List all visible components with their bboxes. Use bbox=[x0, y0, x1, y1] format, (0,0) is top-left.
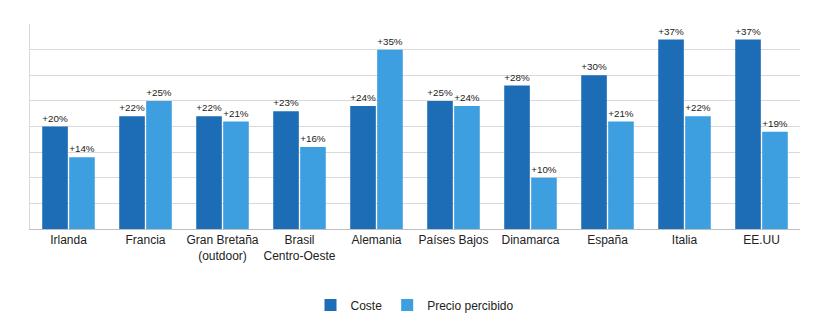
svg-text:+30%: +30% bbox=[581, 61, 607, 72]
svg-text:+22%: +22% bbox=[119, 102, 145, 113]
svg-text:+16%: +16% bbox=[300, 133, 326, 144]
svg-text:Italia: Italia bbox=[672, 233, 698, 247]
svg-text:BrasilCentro-Oeste: BrasilCentro-Oeste bbox=[263, 233, 335, 263]
svg-text:Alemania: Alemania bbox=[351, 233, 401, 247]
svg-text:Gran Bretaña(outdoor): Gran Bretaña(outdoor) bbox=[186, 233, 258, 263]
svg-text:Coste: Coste bbox=[351, 299, 383, 313]
svg-text:+24%: +24% bbox=[454, 92, 480, 103]
svg-text:+19%: +19% bbox=[762, 118, 788, 129]
svg-text:+28%: +28% bbox=[504, 72, 530, 83]
svg-text:+25%: +25% bbox=[146, 87, 172, 98]
svg-text:EE.UU: EE.UU bbox=[743, 233, 780, 247]
svg-text:+25%: +25% bbox=[427, 87, 453, 98]
svg-text:Precio percibido: Precio percibido bbox=[427, 299, 513, 313]
svg-text:España: España bbox=[587, 233, 628, 247]
svg-text:Países Bajos: Países Bajos bbox=[418, 233, 488, 247]
svg-text:+37%: +37% bbox=[735, 26, 761, 37]
svg-text:+21%: +21% bbox=[223, 108, 249, 119]
svg-text:Francia: Francia bbox=[125, 233, 165, 247]
svg-text:+37%: +37% bbox=[658, 26, 684, 37]
svg-text:+22%: +22% bbox=[196, 102, 222, 113]
svg-text:+23%: +23% bbox=[273, 97, 299, 108]
svg-text:Irlanda: Irlanda bbox=[50, 233, 87, 247]
svg-text:Dinamarca: Dinamarca bbox=[501, 233, 559, 247]
svg-text:+35%: +35% bbox=[377, 36, 403, 47]
svg-text:+22%: +22% bbox=[685, 102, 711, 113]
svg-text:+20%: +20% bbox=[42, 113, 68, 124]
svg-text:+24%: +24% bbox=[350, 92, 376, 103]
svg-text:+14%: +14% bbox=[69, 143, 95, 154]
svg-text:+21%: +21% bbox=[608, 108, 634, 119]
svg-text:+10%: +10% bbox=[531, 164, 557, 175]
